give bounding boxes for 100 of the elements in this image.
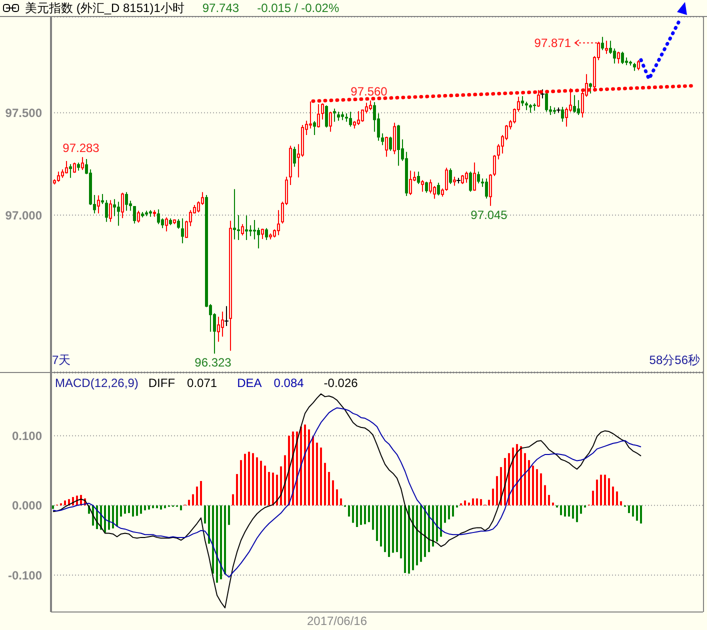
bar bbox=[636, 505, 638, 521]
bar bbox=[600, 474, 602, 506]
bar bbox=[592, 490, 594, 506]
bar bbox=[576, 505, 578, 522]
bar bbox=[432, 505, 434, 546]
candlestick bbox=[609, 40, 612, 54]
bar bbox=[384, 505, 386, 552]
y-tick-label: 97.000 bbox=[5, 208, 42, 222]
bar bbox=[332, 480, 334, 506]
bar bbox=[132, 505, 134, 517]
bar bbox=[192, 494, 194, 506]
candlestick bbox=[621, 51, 624, 65]
candlestick bbox=[573, 94, 576, 114]
bar bbox=[224, 505, 226, 574]
bar bbox=[436, 505, 438, 542]
bar bbox=[552, 502, 554, 506]
bar bbox=[272, 472, 274, 506]
bar bbox=[612, 486, 614, 506]
candlestick bbox=[437, 182, 440, 196]
bar bbox=[448, 505, 450, 520]
candlestick bbox=[117, 201, 120, 226]
bar bbox=[392, 505, 394, 553]
bar bbox=[116, 505, 118, 526]
candlestick bbox=[177, 218, 180, 230]
bar bbox=[396, 505, 398, 552]
bar bbox=[108, 505, 110, 530]
bar bbox=[620, 501, 622, 506]
candlestick bbox=[233, 188, 236, 240]
bar bbox=[480, 499, 482, 506]
bar bbox=[560, 505, 562, 516]
annotation: -0.026 bbox=[324, 376, 358, 390]
bar bbox=[164, 505, 166, 508]
bar bbox=[136, 505, 138, 516]
bar bbox=[284, 455, 286, 506]
candlestick bbox=[257, 227, 260, 249]
bar bbox=[536, 469, 538, 506]
annotation: 0.084 bbox=[274, 376, 304, 390]
bar bbox=[400, 505, 402, 558]
candlestick bbox=[105, 200, 108, 222]
candlestick bbox=[577, 100, 580, 116]
bar bbox=[468, 502, 470, 506]
annotation: 7天 bbox=[52, 352, 71, 369]
bar bbox=[492, 488, 494, 506]
bar bbox=[124, 505, 126, 514]
candlestick bbox=[65, 160, 68, 174]
candlestick bbox=[545, 92, 548, 112]
bar bbox=[444, 505, 446, 523]
bar bbox=[232, 494, 234, 506]
candlestick bbox=[449, 168, 452, 184]
bar bbox=[304, 424, 306, 506]
bar bbox=[208, 505, 210, 544]
bar bbox=[216, 505, 218, 583]
bar bbox=[324, 462, 326, 506]
candlestick bbox=[521, 96, 524, 107]
bar bbox=[280, 466, 282, 506]
candlestick bbox=[229, 220, 232, 352]
candlestick bbox=[125, 192, 128, 212]
bar bbox=[532, 466, 534, 506]
bar bbox=[196, 486, 198, 506]
line-series bbox=[52, 393, 642, 608]
candlestick bbox=[605, 40, 608, 54]
bar bbox=[604, 474, 606, 506]
bar bbox=[200, 481, 202, 506]
candlestick bbox=[249, 224, 252, 237]
bar bbox=[500, 467, 502, 506]
bar bbox=[104, 505, 106, 533]
bar bbox=[300, 426, 302, 506]
candlestick bbox=[253, 219, 256, 240]
bar bbox=[512, 448, 514, 506]
bar bbox=[52, 505, 54, 509]
bar bbox=[616, 491, 618, 506]
bar bbox=[308, 429, 310, 506]
bar bbox=[452, 505, 454, 517]
candlestick bbox=[333, 108, 336, 122]
line-series bbox=[52, 407, 642, 578]
bar bbox=[120, 505, 122, 517]
bar bbox=[580, 505, 582, 514]
bar bbox=[488, 500, 490, 506]
bar bbox=[240, 460, 242, 506]
annotation: 96.323 bbox=[194, 356, 232, 370]
bar bbox=[572, 505, 574, 519]
bar bbox=[380, 505, 382, 546]
bar bbox=[440, 505, 442, 537]
annotation: 97.560 bbox=[350, 84, 388, 98]
bar bbox=[428, 505, 430, 552]
bar bbox=[408, 505, 410, 574]
bar bbox=[348, 505, 350, 517]
bar bbox=[516, 444, 518, 506]
candlestick bbox=[477, 171, 480, 184]
bar bbox=[328, 472, 330, 506]
bar bbox=[264, 466, 266, 506]
candlestick bbox=[349, 111, 352, 128]
candlestick bbox=[157, 208, 160, 225]
annotation: 97.283 bbox=[62, 141, 100, 156]
bar bbox=[180, 505, 182, 510]
candlestick bbox=[181, 218, 184, 244]
bar bbox=[540, 473, 542, 506]
bar bbox=[244, 454, 246, 506]
bar bbox=[472, 498, 474, 506]
bar bbox=[312, 436, 314, 506]
